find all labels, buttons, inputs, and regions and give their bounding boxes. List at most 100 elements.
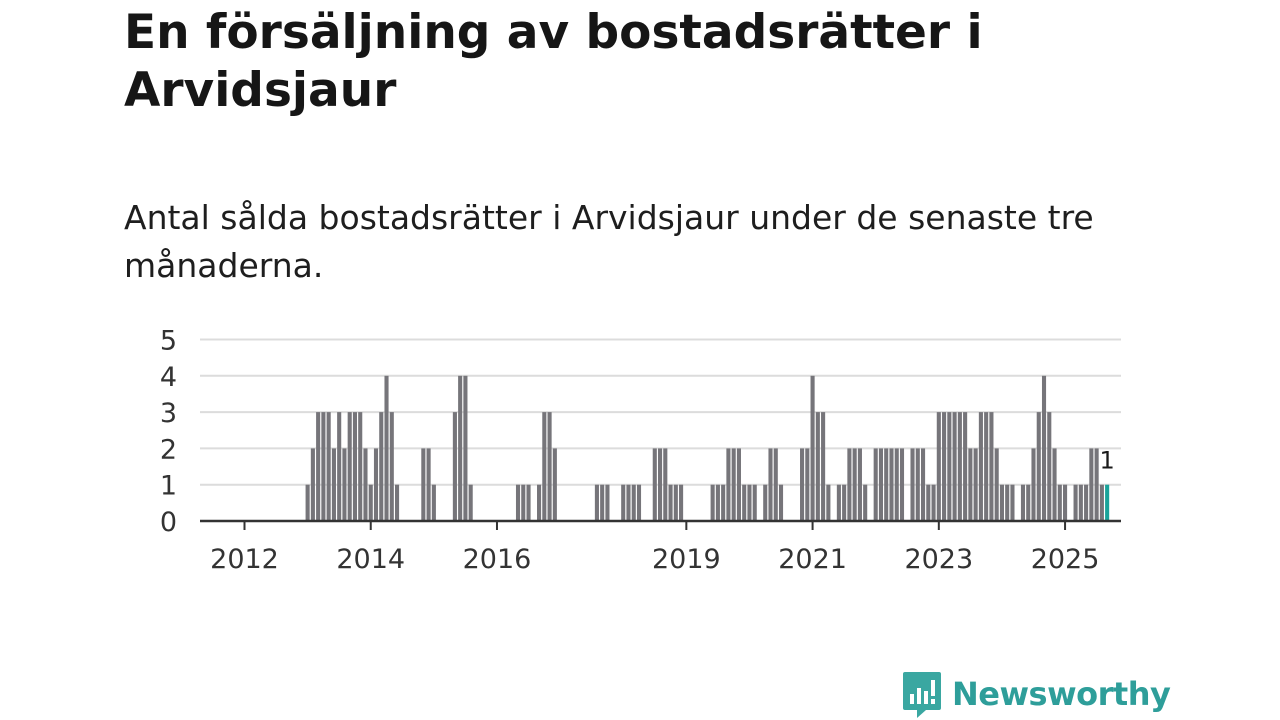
bar — [878, 448, 884, 521]
bar — [1005, 484, 1010, 521]
bar — [852, 448, 857, 521]
bar — [526, 484, 531, 521]
bar — [915, 448, 920, 521]
bar — [652, 448, 657, 521]
bar — [721, 484, 726, 521]
bar — [947, 412, 952, 521]
bar — [1010, 484, 1015, 521]
bar — [994, 448, 999, 521]
x-tick-label: 2021 — [778, 544, 847, 575]
bar — [1041, 375, 1047, 521]
bar — [394, 484, 400, 521]
bar — [1084, 484, 1089, 521]
bar — [968, 448, 973, 521]
bar — [426, 448, 431, 521]
x-tick-label: 2016 — [463, 544, 532, 575]
bar — [631, 484, 636, 521]
bar — [384, 375, 389, 521]
x-axis-ticks: 2012 2014 2016 2019 2021 2023 2025 — [210, 521, 1099, 575]
bar — [973, 448, 978, 521]
bar — [657, 448, 663, 521]
bar-highlight — [1105, 484, 1110, 521]
bar — [458, 375, 463, 521]
bar — [468, 484, 473, 521]
bar — [1073, 484, 1078, 521]
bar — [942, 412, 947, 521]
bar — [663, 448, 668, 521]
bar — [331, 448, 336, 521]
bar — [363, 448, 368, 521]
bar — [884, 448, 889, 521]
bar — [421, 448, 426, 521]
x-tick-label: 2023 — [904, 544, 973, 575]
bar — [515, 484, 521, 521]
x-tick-label: 2025 — [1031, 544, 1100, 575]
bar — [1089, 448, 1094, 521]
bar — [815, 412, 820, 521]
bar — [1094, 448, 1099, 521]
bar — [1020, 484, 1026, 521]
bar — [431, 484, 436, 521]
bar — [742, 484, 747, 521]
bar — [342, 448, 347, 521]
bar — [768, 448, 773, 521]
bar — [668, 484, 673, 521]
bar — [710, 484, 715, 521]
bar — [605, 484, 610, 521]
y-tick-label: 4 — [160, 362, 177, 393]
bar — [978, 412, 983, 521]
bar — [778, 484, 784, 521]
bar — [600, 484, 605, 521]
newsworthy-logo-text: Newsworthy — [952, 675, 1171, 713]
bar — [368, 484, 373, 521]
bar — [521, 484, 526, 521]
bar — [857, 448, 862, 521]
bar — [747, 484, 752, 521]
bar — [679, 484, 684, 521]
bars — [305, 375, 1110, 521]
bar — [636, 484, 642, 521]
bar — [800, 448, 805, 521]
y-tick-label: 1 — [160, 471, 177, 502]
bar — [1047, 412, 1052, 521]
bar — [347, 412, 352, 521]
bar — [389, 412, 394, 521]
newsworthy-logo[interactable]: Newsworthy — [902, 668, 1171, 720]
bar — [337, 412, 342, 521]
bar — [863, 484, 868, 521]
bar — [873, 448, 878, 521]
bar — [731, 448, 736, 521]
bar — [552, 448, 557, 521]
bar — [1078, 484, 1083, 521]
bar — [310, 448, 315, 521]
bar — [358, 412, 363, 521]
bar — [726, 448, 731, 521]
bar — [752, 484, 757, 521]
bar — [326, 412, 331, 521]
bar — [736, 448, 741, 521]
bar — [763, 484, 768, 521]
bar — [931, 484, 936, 521]
bar — [321, 412, 326, 521]
x-tick-label: 2019 — [652, 544, 721, 575]
bar — [594, 484, 599, 521]
y-axis-tick-labels: 0 1 2 3 4 5 — [160, 326, 177, 539]
bar — [621, 484, 626, 521]
bar — [673, 484, 678, 521]
bar — [899, 448, 905, 521]
bar — [810, 375, 815, 521]
bar — [805, 448, 810, 521]
bar — [826, 484, 831, 521]
y-tick-label: 2 — [160, 434, 177, 465]
bar — [821, 412, 826, 521]
newsworthy-logo-icon — [903, 672, 941, 718]
bar — [926, 484, 931, 521]
bar — [984, 412, 989, 521]
chart-subtitle: Antal sålda bostadsrätter i Arvidsjaur u… — [124, 198, 1094, 285]
bar — [889, 448, 894, 521]
bar — [715, 484, 720, 521]
bar — [626, 484, 631, 521]
bar — [1063, 484, 1068, 521]
bar — [842, 484, 847, 521]
